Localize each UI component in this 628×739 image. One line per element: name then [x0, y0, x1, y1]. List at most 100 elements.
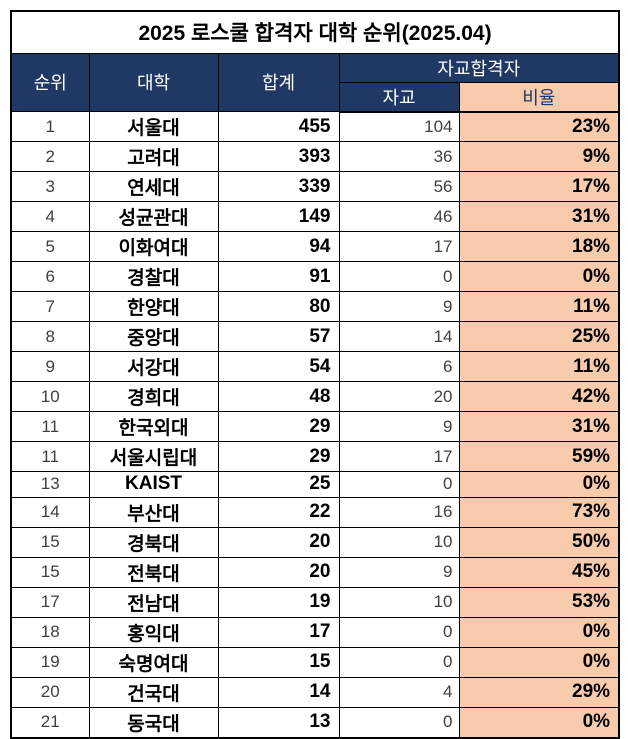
table-row: 5 이화여대 94 17 18%	[10, 231, 620, 262]
cell-university: 경북대	[88, 526, 219, 558]
cell-own-school: 0	[338, 471, 460, 498]
cell-ratio: 0%	[458, 706, 620, 738]
cell-university: 고려대	[88, 141, 219, 172]
cell-rank: 9	[10, 351, 90, 382]
cell-ratio: 42%	[458, 381, 620, 412]
cell-ratio: 0%	[458, 616, 620, 648]
cell-university: 연세대	[88, 171, 219, 202]
spreadsheet-sheet: 2025 로스쿨 합격자 대학 순위(2025.04) 순위 대학 합계 자교합…	[10, 10, 621, 739]
cell-university: 전남대	[88, 586, 219, 618]
cell-own-school: 0	[338, 261, 460, 292]
cell-own-school: 16	[338, 496, 460, 528]
cell-own-school: 6	[338, 351, 460, 382]
cell-university: 서울시립대	[88, 441, 219, 472]
cell-total: 48	[217, 381, 340, 412]
table-row: 9 서강대 54 6 11%	[10, 351, 620, 382]
cell-rank: 10	[10, 381, 90, 412]
cell-total: 57	[217, 321, 340, 352]
cell-university: 중앙대	[88, 321, 219, 352]
cell-university: 홍익대	[88, 616, 219, 648]
cell-own-school: 10	[338, 526, 460, 558]
cell-ratio: 17%	[458, 171, 620, 202]
cell-total: 22	[217, 496, 340, 528]
table-row: 20 건국대 14 4 29%	[10, 676, 620, 708]
table-row: 1 서울대 455 104 23%	[10, 111, 620, 142]
cell-ratio: 0%	[458, 261, 620, 292]
cell-own-school: 14	[338, 321, 460, 352]
cell-total: 14	[217, 676, 340, 708]
table-row: 15 경북대 20 10 50%	[10, 526, 620, 558]
cell-own-school: 0	[338, 706, 460, 738]
cell-own-school: 17	[338, 231, 460, 262]
cell-university: 한양대	[88, 291, 219, 322]
cell-ratio: 9%	[458, 141, 620, 172]
cell-university: 건국대	[88, 676, 219, 708]
cell-ratio: 45%	[458, 556, 620, 588]
header-own-school: 자교	[338, 81, 460, 113]
cell-university: 동국대	[88, 706, 219, 738]
table-row: 2 고려대 393 36 9%	[10, 141, 620, 172]
table-row: 13 KAIST 25 0 0%	[10, 471, 620, 498]
cell-ratio: 11%	[458, 291, 620, 322]
cell-rank: 8	[10, 321, 90, 352]
cell-rank: 11	[10, 411, 90, 442]
cell-ratio: 11%	[458, 351, 620, 382]
header-own-school-group: 자교합격자	[338, 52, 620, 83]
table-row: 11 한국외대 29 9 31%	[10, 411, 620, 442]
cell-rank: 18	[10, 616, 90, 648]
cell-total: 149	[217, 201, 340, 232]
cell-own-school: 104	[338, 111, 460, 142]
cell-rank: 2	[10, 141, 90, 172]
table-row: 7 한양대 80 9 11%	[10, 291, 620, 322]
cell-ratio: 18%	[458, 231, 620, 262]
cell-university: 이화여대	[88, 231, 219, 262]
cell-total: 13	[217, 706, 340, 738]
cell-rank: 7	[10, 291, 90, 322]
cell-university: 한국외대	[88, 411, 219, 442]
cell-total: 29	[217, 411, 340, 442]
cell-own-school: 10	[338, 586, 460, 618]
cell-total: 25	[217, 471, 340, 498]
cell-ratio: 31%	[458, 411, 620, 442]
cell-ratio: 31%	[458, 201, 620, 232]
cell-own-school: 9	[338, 556, 460, 588]
cell-rank: 11	[10, 441, 90, 472]
cell-university: 경희대	[88, 381, 219, 412]
cell-rank: 13	[10, 471, 90, 498]
cell-total: 91	[217, 261, 340, 292]
table-head: 2025 로스쿨 합격자 대학 순위(2025.04) 순위 대학 합계 자교합…	[10, 10, 620, 113]
cell-total: 15	[217, 646, 340, 678]
cell-ratio: 23%	[458, 111, 620, 142]
table-row: 6 경찰대 91 0 0%	[10, 261, 620, 292]
header-rank: 순위	[10, 52, 90, 112]
cell-rank: 4	[10, 201, 90, 232]
cell-total: 20	[217, 526, 340, 558]
cell-rank: 21	[10, 706, 90, 738]
cell-rank: 3	[10, 171, 90, 202]
cell-own-school: 17	[338, 441, 460, 472]
cell-rank: 17	[10, 586, 90, 618]
table-title: 2025 로스쿨 합격자 대학 순위(2025.04)	[10, 10, 620, 54]
cell-own-school: 9	[338, 291, 460, 322]
cell-rank: 20	[10, 676, 90, 708]
table-body: 1 서울대 455 104 23% 2 고려대 393 36 9% 3 연세대 339 56 17% 4 성균관…	[10, 111, 620, 738]
cell-ratio: 53%	[458, 586, 620, 618]
cell-own-school: 9	[338, 411, 460, 442]
table-row: 21 동국대 13 0 0%	[10, 706, 620, 738]
table-row: 14 부산대 22 16 73%	[10, 496, 620, 528]
table-row: 8 중앙대 57 14 25%	[10, 321, 620, 352]
cell-total: 20	[217, 556, 340, 588]
cell-rank: 14	[10, 496, 90, 528]
cell-rank: 15	[10, 556, 90, 588]
ranking-table: 2025 로스쿨 합격자 대학 순위(2025.04) 순위 대학 합계 자교합…	[10, 10, 621, 739]
header-row-main: 순위 대학 합계 자교합격자	[10, 52, 620, 112]
cell-university: 성균관대	[88, 201, 219, 232]
cell-ratio: 73%	[458, 496, 620, 528]
cell-rank: 1	[10, 111, 90, 142]
header-total: 합계	[217, 52, 340, 112]
cell-total: 80	[217, 291, 340, 322]
cell-total: 94	[217, 231, 340, 262]
cell-rank: 6	[10, 261, 90, 292]
table-row: 15 전북대 20 9 45%	[10, 556, 620, 588]
cell-rank: 15	[10, 526, 90, 558]
